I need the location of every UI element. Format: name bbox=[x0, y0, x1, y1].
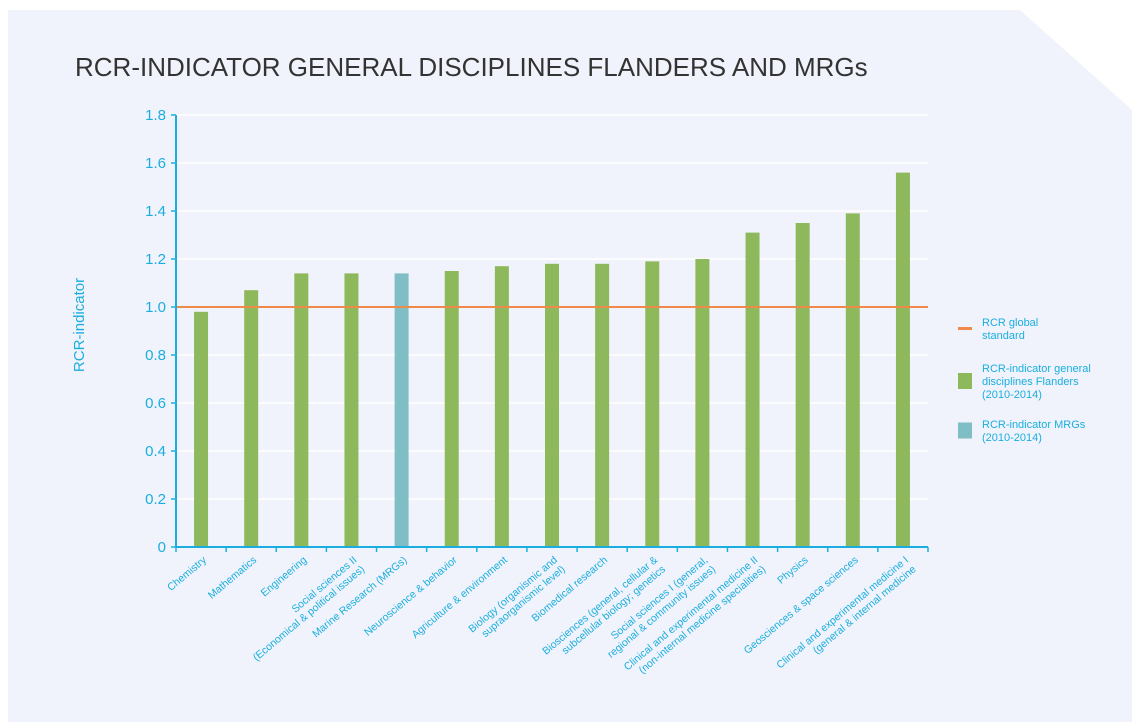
y-tick-label: 1.4 bbox=[145, 203, 166, 220]
legend-label: RCR global standard bbox=[982, 317, 1038, 342]
legend-swatch bbox=[958, 373, 972, 389]
legend-label-line: RCR-indicator MRGs bbox=[982, 419, 1086, 431]
y-tick-label: 1.8 bbox=[145, 107, 166, 124]
y-tick-label: 1.2 bbox=[145, 251, 166, 268]
legend-label-line: (2010-2014) bbox=[982, 389, 1042, 401]
y-axis-label: RCR-indicator bbox=[71, 278, 88, 372]
bar bbox=[194, 311, 209, 547]
y-tick-label: 0.4 bbox=[145, 443, 166, 460]
bar bbox=[494, 266, 509, 547]
bar bbox=[444, 271, 459, 547]
bar bbox=[595, 263, 610, 547]
bar bbox=[344, 273, 359, 547]
legend-label-line: RCR global bbox=[982, 317, 1038, 329]
legend-swatch bbox=[958, 422, 972, 439]
bar bbox=[895, 172, 910, 547]
legend-label: RCR-indicator MRGs (2010-2014) bbox=[982, 419, 1086, 444]
legend-label-line: standard bbox=[982, 330, 1025, 342]
y-tick-label: 0 bbox=[158, 539, 166, 556]
y-tick-label: 1.0 bbox=[145, 299, 166, 316]
bar bbox=[294, 273, 309, 547]
y-tick-label: 0.6 bbox=[145, 395, 166, 412]
bar bbox=[695, 259, 710, 547]
bar bbox=[745, 232, 760, 547]
y-tick-label: 0.8 bbox=[145, 347, 166, 364]
bar bbox=[545, 263, 559, 547]
bar bbox=[394, 273, 409, 547]
bar bbox=[845, 213, 860, 547]
y-tick-label: 1.6 bbox=[145, 155, 166, 172]
bar bbox=[645, 261, 660, 547]
legend-label-line: (2010-2014) bbox=[982, 432, 1042, 444]
chart-title: RCR-INDICATOR GENERAL DISCIPLINES FLANDE… bbox=[75, 52, 868, 82]
bar bbox=[795, 223, 810, 547]
bar bbox=[244, 290, 259, 547]
legend-label: RCR-indicator general disciplines Flander… bbox=[982, 363, 1091, 401]
legend-label-line: RCR-indicator general bbox=[982, 363, 1091, 375]
legend-label-line: disciplines Flanders bbox=[982, 376, 1079, 388]
y-tick-label: 0.2 bbox=[145, 491, 166, 508]
